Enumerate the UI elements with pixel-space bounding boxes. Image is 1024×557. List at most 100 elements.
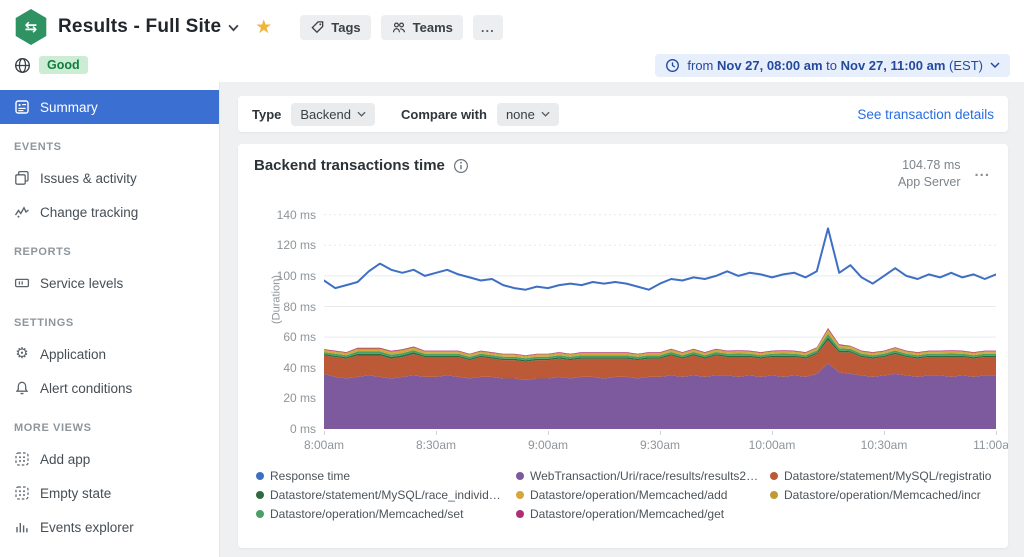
legend-dot [770,472,778,480]
sidebar-item-label: Change tracking [40,204,139,220]
y-tick-label: 100 ms [276,268,316,283]
area-series [324,363,996,429]
legend-item[interactable]: WebTransaction/Uri/race/results/results2… [516,469,766,483]
y-tick-label: 140 ms [276,207,316,222]
pulse-icon [14,206,29,218]
chart-canvas[interactable] [324,207,996,429]
legend-item[interactable]: Datastore/operation/Memcached/set [256,507,512,521]
legend-dot [770,491,778,499]
legend-item[interactable]: Response time [256,469,512,483]
sidebar-item-service-levels[interactable]: Service levels [0,266,219,300]
empty-state-icon [15,486,29,500]
header-more-button[interactable]: ... [472,14,503,40]
x-tick-mark [884,431,885,435]
legend-item[interactable]: Datastore/statement/MySQL/race_individ… [256,488,512,502]
type-dropdown[interactable]: Backend [291,102,375,126]
legend-item[interactable]: Datastore/statement/MySQL/registrations… [770,469,992,483]
chart-menu-button[interactable]: ... [974,163,990,180]
clock-icon [666,58,680,72]
legend-item[interactable]: Datastore/operation/Memcached/add [516,488,766,502]
add-app-icon [15,452,29,466]
x-tick-mark [324,431,325,435]
y-tick-label: 40 ms [283,360,316,375]
status-badge: Good [39,56,88,74]
metric-value: 104.78 ms [902,158,961,172]
legend-label: Datastore/operation/Memcached/get [530,507,725,521]
x-tick-label: 11:00am [973,438,1008,452]
legend-item[interactable]: Datastore/operation/Memcached/incr [770,488,992,502]
legend-label: Datastore/operation/Memcached/incr [784,488,981,502]
legend-dot [516,472,524,480]
sidebar-item-label: Issues & activity [40,170,137,186]
legend-label: Datastore/statement/MySQL/race_individ… [270,488,501,502]
x-tick-mark [548,431,549,435]
teams-button-label: Teams [412,19,453,35]
legend-label: Response time [270,469,351,483]
sidebar-item-label: Empty state [40,485,112,501]
time-range-picker[interactable]: from Nov 27, 08:00 am to Nov 27, 11:00 a… [655,53,1010,77]
sidebar-item-label: Alert conditions [40,380,133,396]
y-tick-label: 20 ms [283,391,316,406]
info-icon[interactable] [453,158,469,174]
x-tick-mark [772,431,773,435]
backend-transactions-chart-card: Backend transactions time 104.78 ms App … [238,144,1008,548]
see-transaction-details-link[interactable]: See transaction details [857,106,994,122]
x-tick-mark [996,431,997,435]
x-tick-label: 10:30am [860,438,908,452]
sidebar-section-more-views: MORE VIEWS [14,422,92,434]
sidebar-item-label: Summary [40,99,98,115]
tags-button[interactable]: Tags [300,14,371,40]
sidebar-item-label: Service levels [40,275,124,291]
histogram-icon [16,523,28,533]
chart-header: Backend transactions time 104.78 ms App … [254,157,992,191]
legend-label: WebTransaction/Uri/race/results/results2… [530,469,759,483]
compare-with-dropdown[interactable]: none [496,102,559,126]
page-title: Results - Full Site [58,16,222,37]
x-tick-label: 10:00am [748,438,796,452]
legend-label: Datastore/statement/MySQL/registrations… [784,469,992,483]
legend-label: Datastore/operation/Memcached/set [270,507,464,521]
favorite-star-icon[interactable]: ★ [255,16,273,38]
entity-title-dropdown[interactable]: Results - Full Site [58,16,239,38]
chart-plot-area: (Duration) 0 ms 20 ms 40 ms 60 ms 80 ms 100 m… [254,207,996,436]
tags-button-label: Tags [331,19,361,35]
compare-dropdown-value: none [505,106,535,122]
x-tick-mark [436,431,437,435]
chart-metric: 104.78 ms App Server [898,157,961,191]
sidebar: Summary EVENTS Issues & activity Change … [0,82,220,557]
globe-icon [15,57,30,73]
chevron-down-icon [541,111,550,117]
sidebar-item-empty-state[interactable]: Empty state [0,476,219,510]
chart-legend: Response time WebTransaction/Uri/race/res… [256,469,992,521]
legend-label: Datastore/operation/Memcached/add [530,488,728,502]
sidebar-item-issues-activity[interactable]: Issues & activity [0,161,219,195]
legend-item[interactable]: Datastore/operation/Memcached/get [516,507,766,521]
teams-button[interactable]: Teams [380,14,463,40]
chevron-down-icon [228,24,239,31]
gear-icon: ⚙ [15,345,29,362]
legend-dot [256,491,264,499]
sidebar-item-add-app[interactable]: Add app [0,442,219,476]
metric-label: App Server [897,175,961,189]
legend-dot [516,510,524,518]
sidebar-section-reports: REPORTS [14,246,72,258]
main-content: Type Backend Compare with none See trans… [220,82,1024,557]
sidebar-item-label: Add app [40,451,91,467]
layers-icon [15,170,29,185]
sidebar-item-alert-conditions[interactable]: Alert conditions [0,371,219,405]
y-tick-label: 0 ms [289,422,316,436]
header-status-row: Good from Nov 27, 08:00 am to Nov 27, 11… [14,48,1010,82]
x-axis-labels: 8:00am 8:30am 9:00am 9:30am 10:00am 10:30am 11… [304,431,1008,455]
sidebar-section-events: EVENTS [14,141,62,153]
tag-icon [311,20,324,33]
sidebar-item-label: Events explorer [40,519,134,535]
sidebar-item-change-tracking[interactable]: Change tracking [0,195,219,229]
sidebar-item-application[interactable]: ⚙ Application [0,337,219,371]
chart-title: Backend transactions time [254,157,445,174]
y-tick-label: 60 ms [283,330,316,345]
legend-dot [256,510,264,518]
sidebar-item-events-explorer[interactable]: Events explorer [0,510,219,544]
chevron-down-icon [357,111,366,117]
sidebar-item-summary[interactable]: Summary [0,90,219,124]
